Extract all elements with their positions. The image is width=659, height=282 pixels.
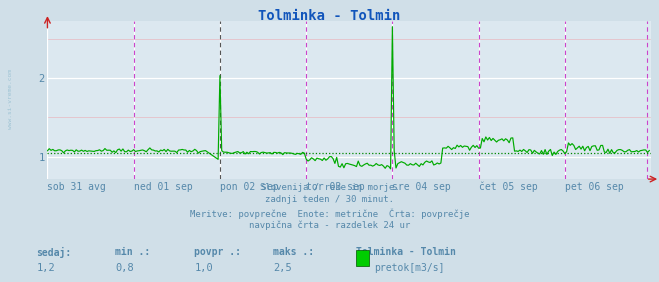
Text: pretok[m3/s]: pretok[m3/s] (374, 263, 444, 273)
Text: Tolminka - Tolmin: Tolminka - Tolmin (356, 247, 456, 257)
Text: povpr .:: povpr .: (194, 247, 241, 257)
Text: 1,0: 1,0 (194, 263, 213, 273)
Text: Meritve: povprečne  Enote: metrične  Črta: povprečje: Meritve: povprečne Enote: metrične Črta:… (190, 208, 469, 219)
Text: sedaj:: sedaj: (36, 247, 71, 258)
Text: min .:: min .: (115, 247, 150, 257)
Text: maks .:: maks .: (273, 247, 314, 257)
Text: 0,8: 0,8 (115, 263, 134, 273)
Text: 2,5: 2,5 (273, 263, 292, 273)
Text: Tolminka - Tolmin: Tolminka - Tolmin (258, 9, 401, 23)
Text: www.si-vreme.com: www.si-vreme.com (8, 69, 13, 129)
Text: zadnji teden / 30 minut.: zadnji teden / 30 minut. (265, 195, 394, 204)
Text: 1,2: 1,2 (36, 263, 55, 273)
Text: Slovenija / reke in morje.: Slovenija / reke in morje. (260, 183, 399, 192)
Text: navpična črta - razdelek 24 ur: navpična črta - razdelek 24 ur (249, 221, 410, 230)
